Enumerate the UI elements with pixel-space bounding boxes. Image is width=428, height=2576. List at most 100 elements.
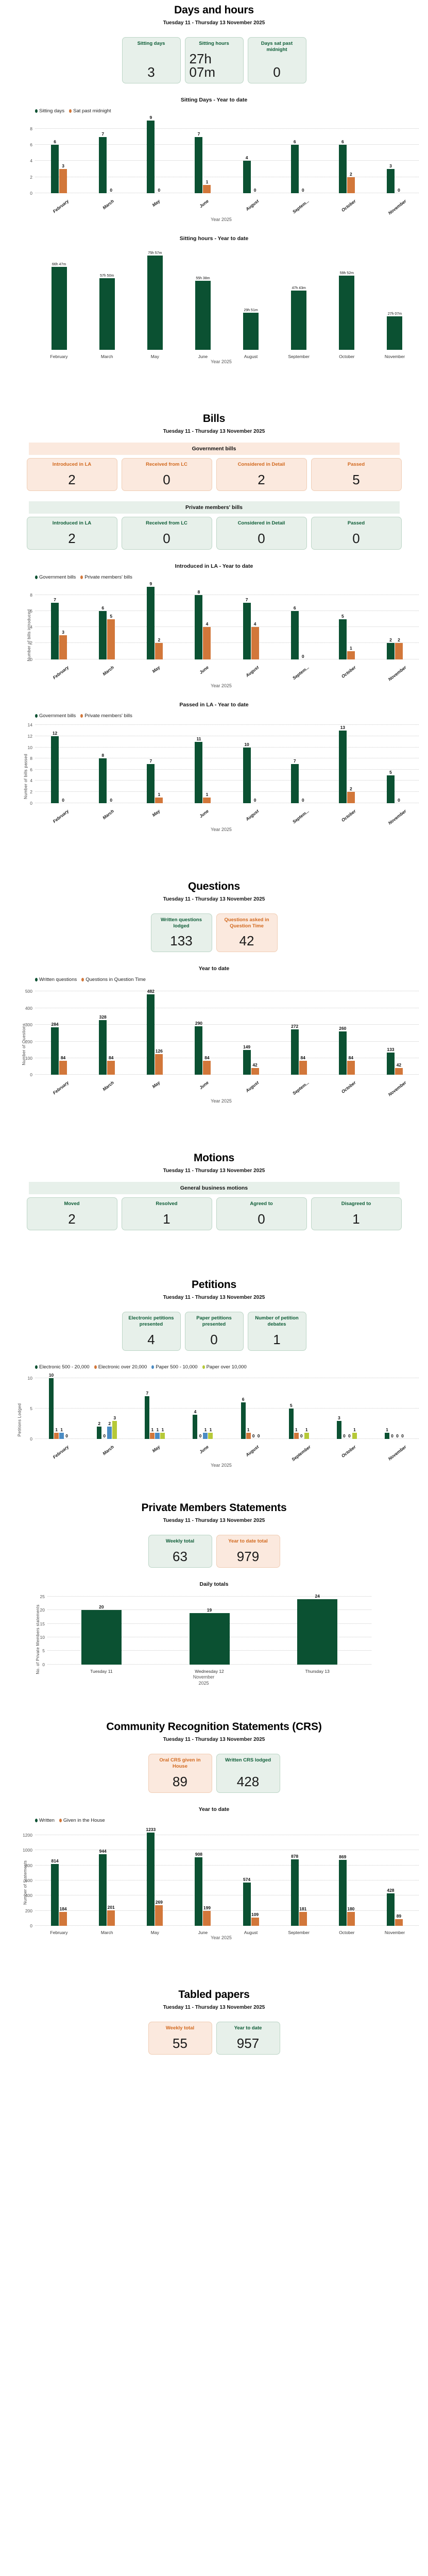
bar[interactable]: 84	[107, 1055, 115, 1075]
bar[interactable]: 3	[386, 163, 395, 193]
bar[interactable]: 1	[347, 646, 355, 659]
bar[interactable]: 328	[99, 1014, 107, 1075]
bar[interactable]: 181	[299, 1906, 307, 1926]
bar[interactable]: 7	[99, 131, 107, 193]
bar[interactable]: 272	[290, 1024, 299, 1075]
bar[interactable]: 5	[288, 1403, 294, 1439]
bar[interactable]: 1	[155, 1427, 160, 1439]
bar[interactable]: 7	[51, 597, 59, 659]
bar[interactable]: 5	[107, 614, 115, 659]
bar[interactable]: 2	[155, 637, 163, 659]
bar[interactable]: 1	[208, 1427, 213, 1439]
bar[interactable]: 7	[195, 131, 203, 193]
bar[interactable]: 42	[251, 1062, 259, 1075]
bar[interactable]: 1	[352, 1427, 357, 1439]
bar[interactable]: 10	[49, 1372, 54, 1439]
bar[interactable]: 260	[338, 1026, 347, 1075]
bar[interactable]: 269	[155, 1900, 163, 1926]
bar[interactable]: 201	[107, 1905, 115, 1926]
bar[interactable]: 57h 50m	[99, 274, 115, 350]
bar[interactable]: 84	[59, 1055, 67, 1075]
bar[interactable]: 2	[107, 1421, 112, 1439]
bar[interactable]: 47h 43m	[291, 286, 307, 350]
bar[interactable]: 284	[51, 1022, 59, 1075]
bar[interactable]: 869	[338, 1854, 347, 1926]
bar[interactable]: 75h 57m	[147, 251, 163, 350]
bar[interactable]: 428	[386, 1888, 395, 1926]
bar[interactable]: 10	[243, 742, 251, 803]
bar[interactable]: 180	[347, 1906, 355, 1926]
bar[interactable]: 1	[304, 1427, 309, 1439]
bar[interactable]: 42	[395, 1062, 403, 1075]
bar[interactable]: 3	[59, 630, 67, 659]
bar[interactable]: 1	[294, 1427, 299, 1439]
bar[interactable]: 944	[99, 1849, 107, 1926]
bar[interactable]: 29h 51m	[243, 309, 259, 350]
bar[interactable]: 878	[290, 1854, 299, 1926]
bar[interactable]: 19	[189, 1607, 230, 1665]
bar[interactable]: 3	[336, 1415, 341, 1439]
bar[interactable]: 2	[386, 637, 395, 659]
bar[interactable]: 55h 38m	[195, 277, 211, 350]
bar[interactable]: 84	[347, 1055, 355, 1075]
bar[interactable]: 3	[59, 163, 67, 193]
bar[interactable]: 59h 52m	[339, 272, 355, 350]
bar[interactable]: 908	[195, 1852, 203, 1926]
bar[interactable]: 7	[243, 597, 251, 659]
bar[interactable]: 6	[241, 1397, 246, 1439]
bar[interactable]: 7	[145, 1391, 150, 1439]
bar[interactable]: 84	[299, 1055, 307, 1075]
bar[interactable]: 109	[251, 1912, 259, 1926]
bar[interactable]: 2	[395, 637, 403, 659]
bar[interactable]: 6	[99, 605, 107, 659]
bar[interactable]: 6	[338, 139, 347, 193]
bar[interactable]: 290	[195, 1021, 203, 1075]
bar[interactable]: 8	[195, 589, 203, 659]
bar[interactable]: 84	[203, 1055, 211, 1075]
bar[interactable]: 4	[193, 1409, 198, 1439]
bar[interactable]: 1	[155, 792, 163, 803]
bar[interactable]: 133	[386, 1047, 395, 1075]
bar[interactable]: 1	[203, 792, 211, 803]
bar[interactable]: 184	[59, 1906, 67, 1926]
bar[interactable]: 13	[338, 725, 347, 803]
bar[interactable]: 8	[99, 753, 107, 803]
bar[interactable]: 199	[203, 1905, 211, 1926]
bar[interactable]: 1233	[146, 1827, 156, 1926]
bar[interactable]: 4	[243, 155, 251, 193]
bar[interactable]: 7	[290, 758, 299, 803]
bar[interactable]: 6	[290, 139, 299, 193]
bar[interactable]: 482	[147, 989, 155, 1075]
bar[interactable]: 7	[147, 758, 155, 803]
bar[interactable]: 6	[51, 139, 59, 193]
bar[interactable]: 9	[147, 581, 155, 659]
bar[interactable]: 24	[297, 1594, 338, 1665]
bar[interactable]: 2	[97, 1421, 102, 1439]
bar[interactable]: 6	[290, 605, 299, 659]
bar[interactable]: 1	[160, 1427, 165, 1439]
bar[interactable]: 814	[51, 1858, 59, 1926]
bar[interactable]: 5	[338, 614, 347, 659]
bar[interactable]: 5	[386, 770, 395, 803]
bar[interactable]: 89	[395, 1913, 403, 1926]
bar[interactable]: 2	[347, 172, 355, 193]
bar[interactable]: 1	[384, 1427, 389, 1439]
bar[interactable]: 1	[246, 1427, 251, 1439]
bar[interactable]: 4	[251, 621, 259, 659]
bar[interactable]: 11	[195, 736, 203, 803]
bar[interactable]: 9	[147, 115, 155, 193]
bar[interactable]: 149	[243, 1044, 251, 1075]
bar[interactable]: 2	[347, 786, 355, 803]
bar[interactable]: 4	[203, 621, 211, 659]
bar[interactable]: 126	[155, 1048, 163, 1075]
bar[interactable]: 1	[203, 179, 211, 193]
bar[interactable]: 20	[81, 1604, 122, 1665]
bar[interactable]: 1	[59, 1427, 64, 1439]
bar[interactable]: 1	[150, 1427, 155, 1439]
bar[interactable]: 3	[112, 1415, 117, 1439]
bar[interactable]: 574	[243, 1877, 251, 1926]
bar[interactable]: 27h 07m	[387, 312, 403, 350]
bar[interactable]: 12	[51, 731, 59, 803]
bar[interactable]: 1	[54, 1427, 59, 1439]
bar[interactable]: 66h 47m	[51, 263, 67, 350]
